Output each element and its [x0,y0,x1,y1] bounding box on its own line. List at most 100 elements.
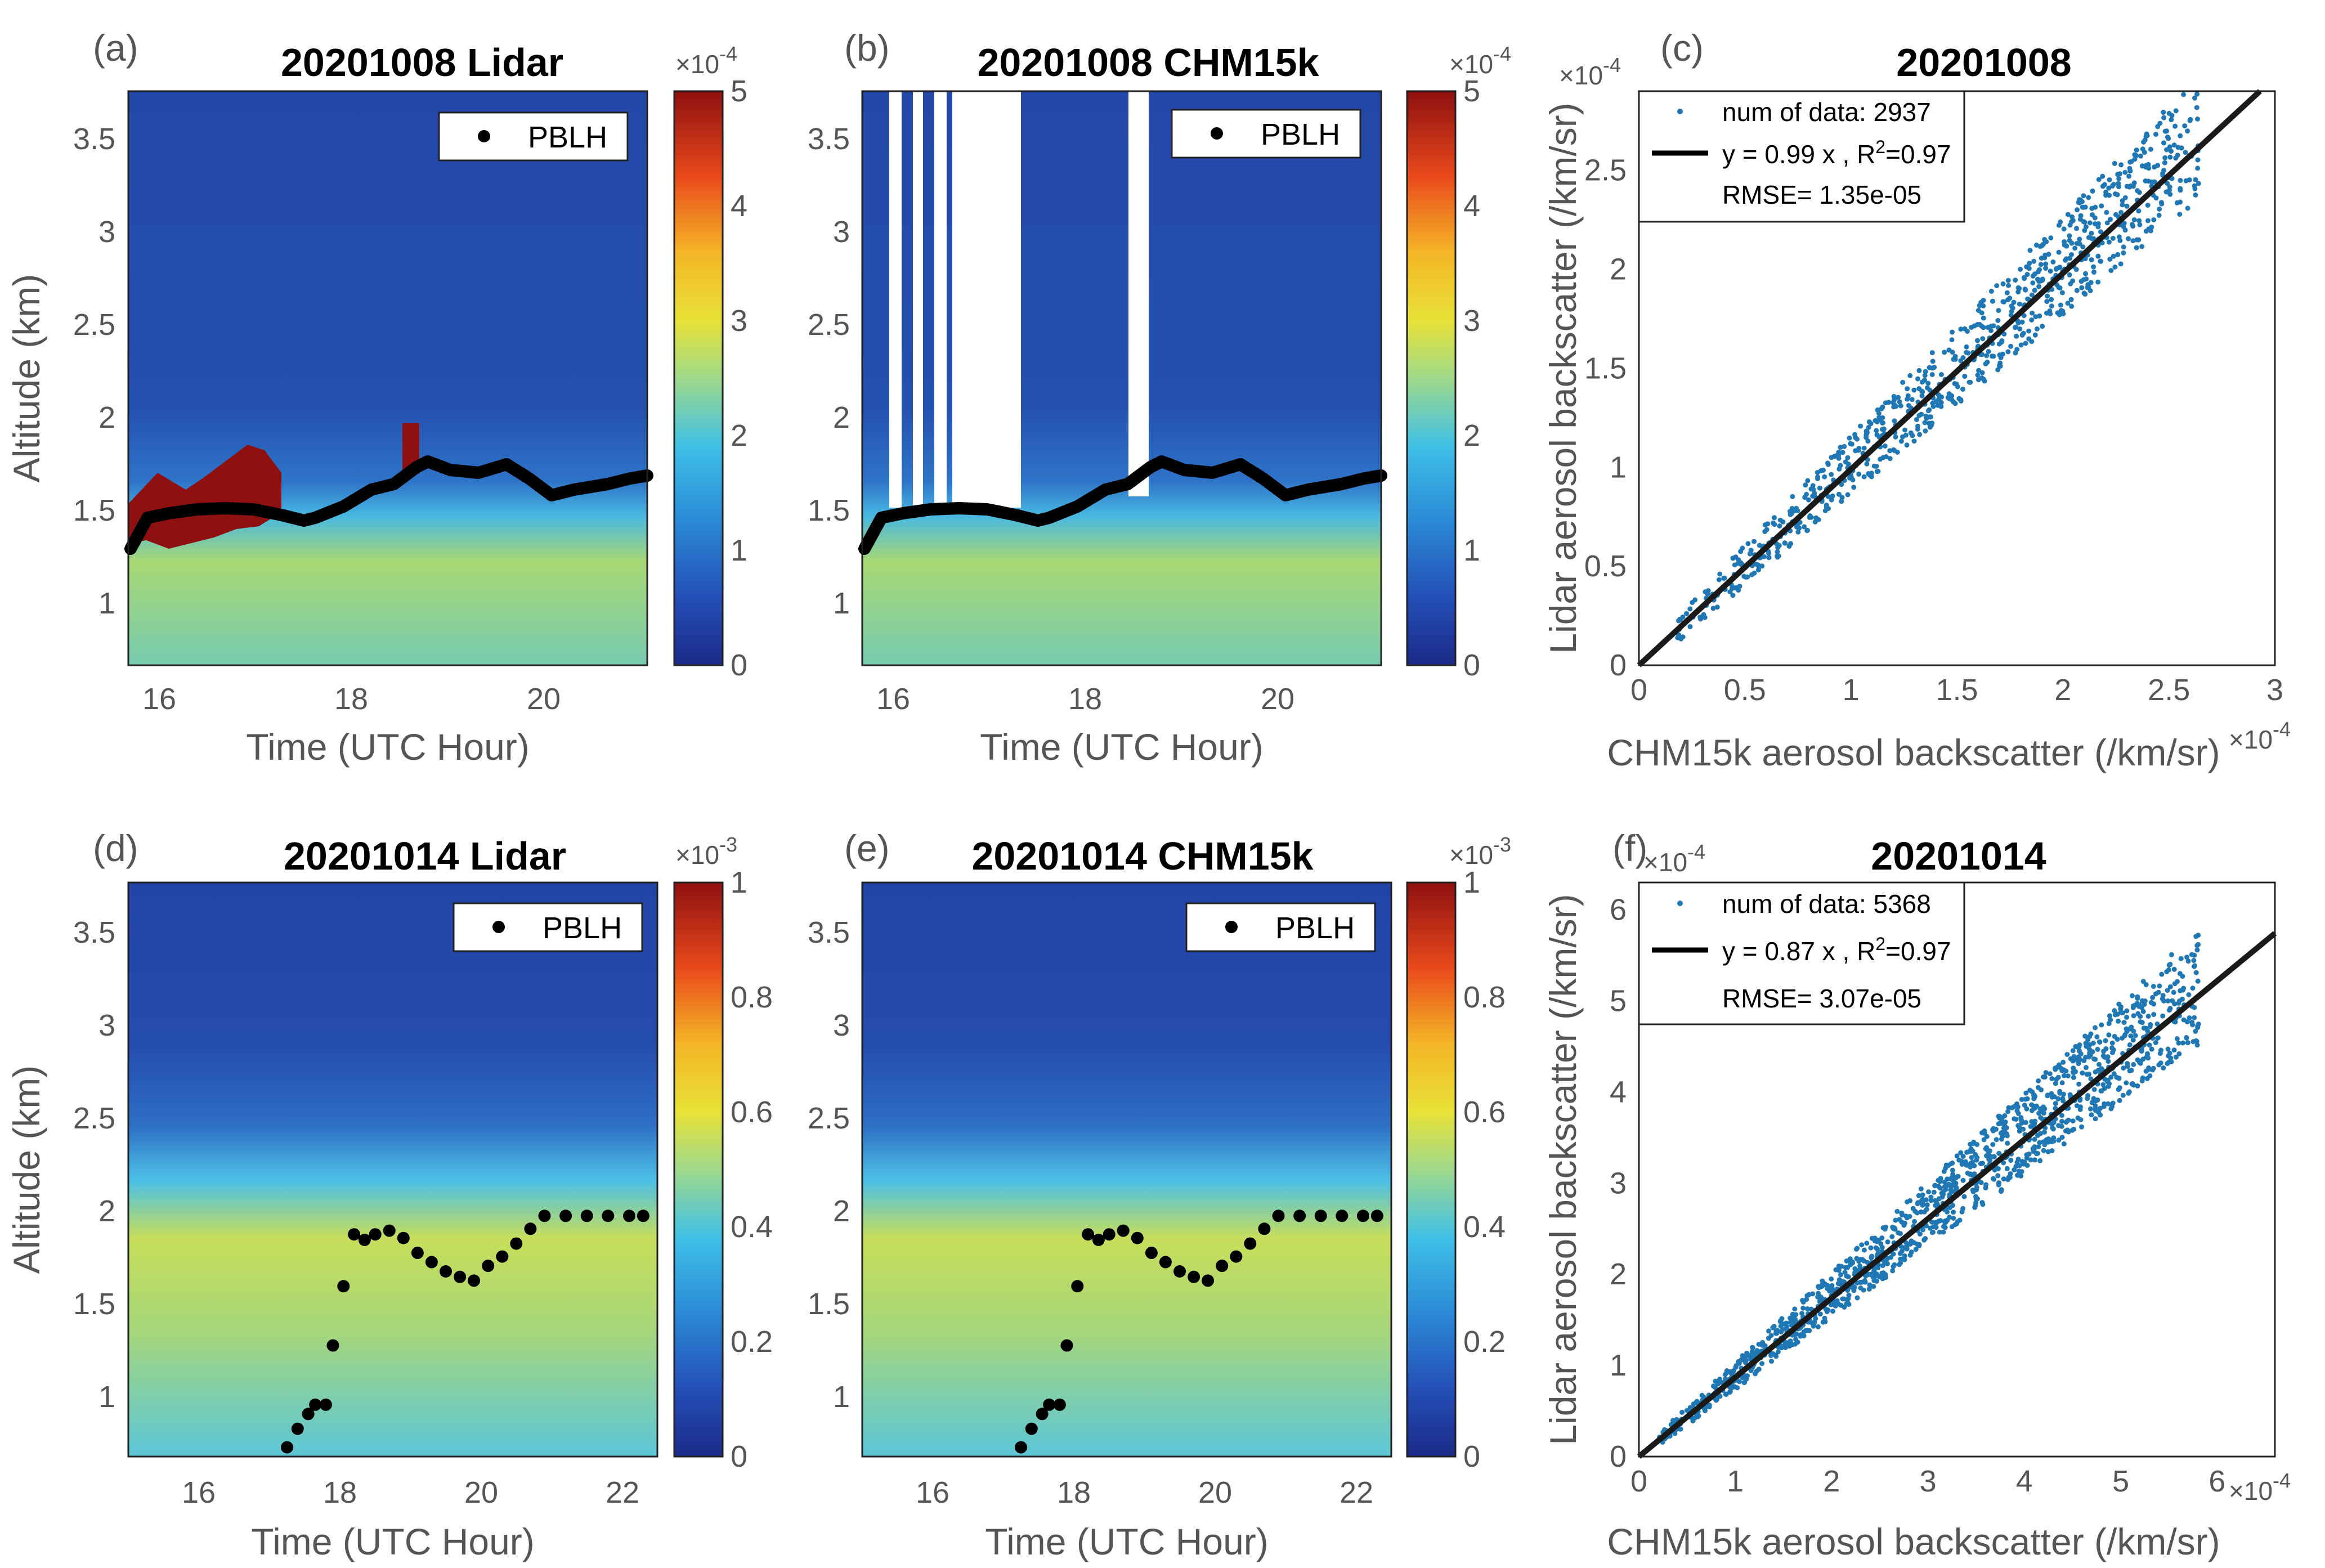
scatter-point [1986,349,1991,355]
panel-e-legend-label: PBLH [1275,911,1355,945]
panel-e-plot-bg [862,882,1391,1457]
scatter-point [1766,1328,1772,1334]
scatter-point [2056,1137,2062,1143]
scatter-point [2171,966,2177,972]
scatter-point [2021,1126,2026,1132]
scatter-point [2071,1065,2076,1071]
scatter-point [1951,1209,1956,1215]
scatter-point [2093,1025,2098,1031]
scatter-point [2030,280,2036,286]
scatter-point [2043,261,2049,267]
panel-a-legend-marker [478,130,490,142]
scatter-point [1958,1150,1964,1155]
scatter-point [1829,472,1834,477]
scatter-point [2195,1023,2201,1029]
scatter-point [2112,265,2118,270]
scatter-point [2079,1124,2085,1130]
scatter-point [1869,1253,1875,1259]
panel-a-cbar-tick: 5 [731,74,747,108]
scatter-point [1840,450,1845,455]
scatter-point [1698,616,1703,622]
scatter-point [2035,1150,2040,1156]
scatter-point [2194,947,2200,953]
scatter-point [2014,1101,2019,1106]
scatter-point [1858,1285,1863,1291]
scatter-point [2121,244,2126,250]
scatter-point [2184,955,2190,960]
scatter-point [2032,271,2037,277]
scatter-point [2067,238,2072,243]
scatter-point [2176,998,2182,1003]
scatter-point [1766,555,1772,561]
scatter-point [1975,338,1980,343]
scatter-point [2112,160,2117,166]
scatter-point [1829,497,1834,503]
scatter-point [1969,1155,1974,1161]
scatter-point [2083,1041,2089,1046]
panel-e-colorbar: 0 0.2 0.4 0.6 0.8 1 ×10-3 [1406,833,1511,1473]
x-tick-label: 0 [1630,1464,1647,1498]
scatter-point [2004,290,2010,295]
scatter-point [1737,584,1742,589]
scatter-point [1959,1162,1965,1167]
scatter-point [2164,147,2169,153]
scatter-point [2151,1001,2157,1007]
scatter-point [2118,162,2124,168]
scatter-point [1853,448,1858,454]
scatter-point [2131,1013,2136,1019]
scatter-point [1962,374,1968,379]
pblh-point [1188,1270,1200,1283]
panel-d-legend: PBLH [453,902,643,952]
scatter-point [2060,1096,2066,1101]
scatter-point [1991,1176,1997,1182]
scatter-point [1924,1202,1930,1208]
panel-d: (d) 20201014 Lidar PBLH 1 1.5 2 2.5 3 3.… [6,827,773,1562]
scatter-point [2075,207,2080,213]
scatter-point [1927,420,1932,426]
scatter-point [1996,1180,2001,1186]
pblh-point [302,1408,315,1421]
scatter-point [1933,1203,1938,1208]
pblh-point [622,1209,635,1222]
scatter-point [2105,1079,2110,1085]
scatter-point [1941,1192,1946,1197]
scatter-point [2026,328,2032,334]
scatter-point [2071,1070,2076,1076]
scatter-point [1768,1333,1774,1338]
scatter-point [1874,419,1880,424]
scatter-point [2095,279,2101,285]
scatter-point [2076,1061,2081,1067]
panel-b-cbar-tick: 2 [1463,419,1480,453]
scatter-point [1929,350,1935,356]
panel-c-legend-points-marker [1677,109,1683,114]
scatter-point [2165,1046,2171,1052]
scatter-point [1975,377,1981,383]
scatter-point [2112,1012,2118,1018]
scatter-point [1845,1274,1851,1280]
scatter-point [2156,1062,2162,1068]
scatter-point [2060,1059,2066,1065]
scatter-point [2161,110,2166,115]
scatter-point [1721,575,1727,581]
panel-d-cbar-tick: 1 [731,866,747,899]
scatter-point [2064,1127,2070,1133]
scatter-point [1907,1198,1913,1203]
scatter-point [2070,1048,2076,1054]
scatter-point [1919,393,1925,398]
scatter-point [1946,347,1952,353]
scatter-point [2131,1061,2136,1067]
scatter-point [2116,184,2121,190]
panel-a-label: (a) [93,27,138,69]
scatter-point [1892,1262,1897,1267]
scatter-point [2148,146,2153,152]
scatter-point [1845,1300,1851,1306]
scatter-point [1932,1183,1938,1189]
scatter-point [2180,974,2185,979]
panel-e-cbar-tick: 0.2 [1463,1325,1506,1359]
scatter-point [1804,1297,1809,1302]
scatter-point [1988,328,1994,333]
y-tick-label: 2.5 [1584,154,1627,187]
scatter-point [1891,447,1896,453]
scatter-point [2098,1088,2104,1094]
scatter-point [1990,298,1995,304]
